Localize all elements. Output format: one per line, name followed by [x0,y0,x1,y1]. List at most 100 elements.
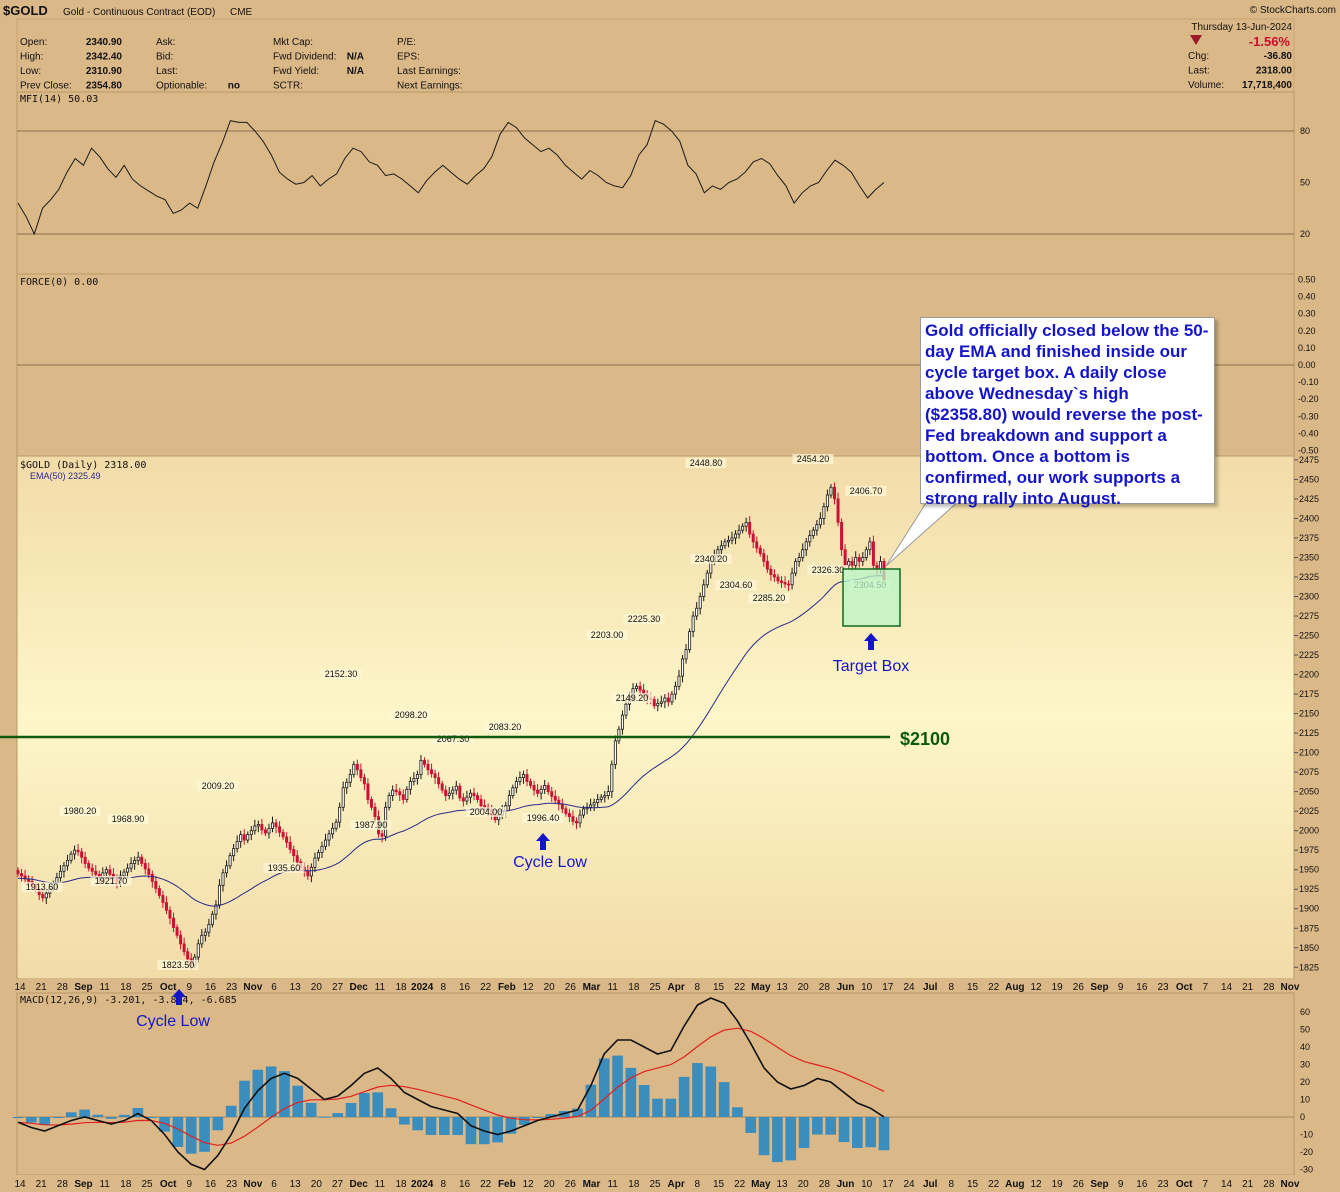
macd-histogram-bar [305,1102,317,1117]
candle-body [355,763,359,771]
x-tick-label: 15 [967,982,979,993]
force-tick-label: -0.40 [1298,428,1319,438]
x-tick-label: 17 [882,982,894,993]
x-tick-label: Mar [583,982,601,993]
quote-date: Thursday 13-Jun-2024 [1191,22,1292,33]
price-annotation-bg [320,669,362,679]
price-tick-label: 2350 [1299,552,1319,562]
price-y-axis: 1825 1850 1875 1900 1925 1950 1975 2000 2025 2050… [1294,455,1319,972]
price-tick-label: 2100 [1299,748,1319,758]
mfi-series: 80 50 20 [17,120,1310,239]
quote-label: Prev Close: [20,81,72,92]
macd-histogram-bar [505,1117,517,1134]
candle-body [553,795,557,801]
x-tick-label: 16 [205,1179,217,1190]
macd-histogram-bar [92,1114,104,1117]
force-tick-label: -0.20 [1298,394,1319,404]
target-arrow-icon [864,633,878,650]
candle-body [861,557,865,562]
macd-histogram-bar [439,1117,450,1135]
candle-body [179,934,183,945]
price-annotation-bg [432,734,474,744]
candle-body [20,873,24,877]
x-tick-label: 21 [1242,982,1254,993]
candle-body [69,853,73,861]
macd-histogram-bar [79,1109,90,1117]
candle-body [589,804,593,808]
macd-panel [16,992,1295,1176]
candle-body [652,699,656,707]
candle-body [726,539,730,543]
instrument-name: Gold - Continuous Contract (EOD) [63,7,215,18]
candle-body [578,814,582,824]
x-tick-label: 15 [713,982,725,993]
candle-body [133,859,137,864]
candle-body [776,576,780,582]
mfi-panel [16,91,1295,275]
price-annotation-bg [623,614,665,624]
macd-histogram-bar [105,1117,117,1119]
candle-body [461,797,465,802]
candle-body [871,541,875,566]
candle-body [154,881,158,889]
price-tick-label: 2275 [1299,611,1319,621]
x-tick-label: 28 [1263,1179,1275,1190]
macd-histogram-bar [772,1117,783,1163]
candle-body [90,867,94,872]
macd-histogram-bar [612,1055,623,1117]
candle-body [465,796,469,802]
candle-body [16,870,20,875]
candle-body [263,829,267,834]
candle-body [546,785,550,793]
price-annotation-bg [611,693,653,703]
candle-body [656,703,660,707]
candle-body [571,816,575,822]
candle-body [476,795,480,800]
macd-histogram-bar [718,1082,730,1117]
candle-body [341,787,345,808]
candle-body [327,833,331,841]
quote-value: 2310.90 [86,66,123,77]
price-annotation-bg [586,630,628,640]
candle-body [878,560,882,570]
macd-histogram-bar [172,1117,184,1147]
x-tick-label: 20 [544,1179,556,1190]
candle-body [281,831,285,838]
quote-label: SCTR: [273,81,303,92]
quote-label: Fwd Yield: [273,66,319,77]
quote-label: High: [20,52,43,63]
x-tick-label: 11 [375,1179,386,1190]
candle-body [695,607,699,617]
macd-histogram-bar [359,1093,370,1117]
price-annotation: 1987.90 [355,820,388,830]
x-tick-label: 26 [565,982,577,993]
price-annotation: 2004.00 [470,807,503,817]
x-tick-label: May [751,982,771,993]
price-tick-label: 2475 [1299,455,1319,465]
candle-body [161,895,165,903]
candle-body [472,792,476,796]
x-tick-label: 16 [205,982,217,993]
x-tick-label: Dec [349,1179,368,1190]
x-tick-label: 18 [120,982,132,993]
x-tick-label: 8 [441,1179,447,1190]
candle-body [529,781,533,786]
candle-body [521,774,525,779]
candle-body [274,822,278,828]
candle-body [737,529,741,535]
x-tick-label: 15 [967,1179,979,1190]
x-tick-label: 13 [776,1179,788,1190]
candle-body [147,868,151,875]
force-label: FORCE(0) 0.00 [20,277,98,288]
macd-tick-label: -30 [1300,1165,1313,1175]
macd-series: 60 50 40 30 20 10 0 -10 -20 -30 [12,997,1313,1175]
candle-body [507,795,511,807]
x-tick-label: 26 [1073,1179,1085,1190]
macd-histogram-bar [758,1117,770,1156]
candle-body [207,923,211,933]
price-tick-label: 2450 [1299,474,1319,484]
candle-body [790,572,794,586]
x-tick-label: 12 [522,1179,534,1190]
